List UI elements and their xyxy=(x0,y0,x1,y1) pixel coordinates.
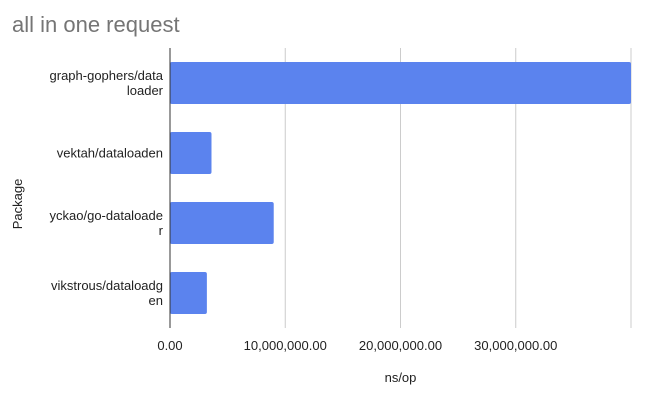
category-label-line: vektah/dataloaden xyxy=(57,146,163,161)
labels: graph-gophers/data loader vektah/dataloade… xyxy=(10,68,557,385)
category-label-3: vikstrous/dataloadg en xyxy=(51,278,163,308)
bars xyxy=(170,62,631,314)
bar-3 xyxy=(170,272,207,314)
bar-1 xyxy=(170,132,212,174)
category-label-line: en xyxy=(149,293,163,308)
category-label-line: vikstrous/dataloadg xyxy=(51,278,163,293)
x-tick-label-1: 10,000,000.00 xyxy=(244,338,327,353)
category-label-line: loader xyxy=(127,83,164,98)
x-tick-label-2: 20,000,000.00 xyxy=(359,338,442,353)
chart-title: all in one request xyxy=(12,12,180,37)
x-tick-label-3: 30,000,000.00 xyxy=(474,338,557,353)
bar-0 xyxy=(170,62,631,104)
x-tick-label-0: 0.00 xyxy=(157,338,182,353)
bar-2 xyxy=(170,202,274,244)
category-label-line: r xyxy=(159,223,164,238)
category-label-0: graph-gophers/data loader xyxy=(50,68,164,98)
category-label-line: yckao/go-dataloade xyxy=(50,208,163,223)
category-label-2: yckao/go-dataloade r xyxy=(50,208,164,238)
category-label-line: graph-gophers/data xyxy=(50,68,164,83)
x-axis-title: ns/op xyxy=(385,370,417,385)
category-label-1: vektah/dataloaden xyxy=(57,146,163,161)
y-axis-title: Package xyxy=(10,179,25,230)
